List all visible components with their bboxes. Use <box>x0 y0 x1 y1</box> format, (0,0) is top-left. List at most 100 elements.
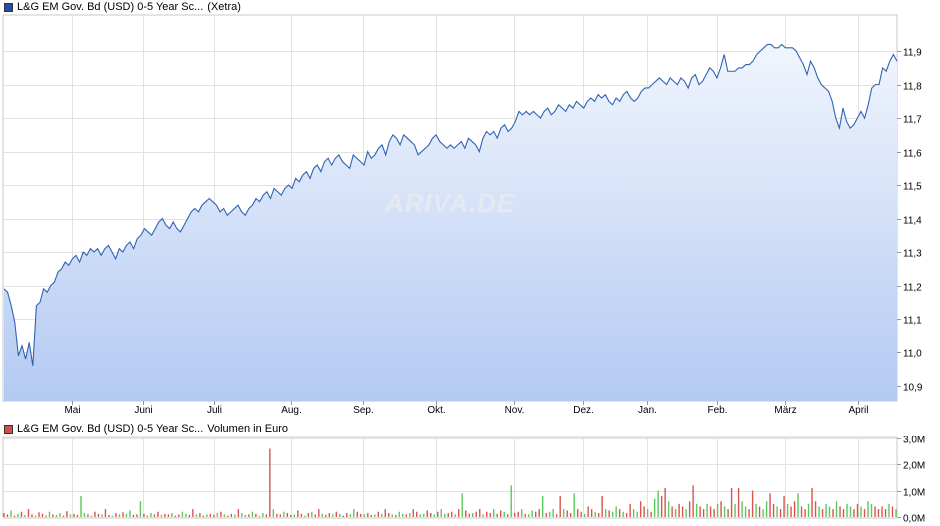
volume-bar <box>244 514 247 517</box>
volume-bar <box>216 513 219 517</box>
volume-bar <box>304 515 306 517</box>
volume-bar <box>695 503 698 517</box>
volume-bar <box>279 514 282 517</box>
volume-bar <box>27 509 30 517</box>
volume-bar <box>580 511 582 517</box>
price-y-tick-label: 11,9 <box>903 48 922 59</box>
price-x-tick-label: Mai <box>64 405 80 416</box>
volume-bar <box>542 495 544 517</box>
volume-bar <box>395 514 397 517</box>
volume-bar <box>171 513 173 517</box>
volume-bar <box>514 513 516 517</box>
volume-bar <box>681 506 684 517</box>
volume-bar <box>241 513 243 517</box>
volume-bar <box>276 513 278 517</box>
volume-bar <box>489 513 491 517</box>
volume-bar <box>230 513 233 517</box>
volume-bar <box>143 513 145 517</box>
volume-bar <box>870 503 873 517</box>
volume-bar <box>73 513 75 517</box>
volume-bar <box>562 509 565 517</box>
volume-bar <box>632 509 635 517</box>
volume-bar <box>402 513 404 517</box>
volume-bar <box>748 509 750 517</box>
volume-bar <box>804 509 806 517</box>
volume-bar <box>555 514 558 517</box>
volume-legend-instrument: L&G EM Gov. Bd (USD) 0-5 Year Sc... <box>17 423 204 435</box>
volume-bar <box>891 506 894 517</box>
price-line <box>3 43 898 366</box>
volume-legend-label: Volumen in Euro <box>207 423 288 435</box>
volume-bar <box>625 513 628 517</box>
volume-bar <box>311 511 313 517</box>
volume-bar <box>590 509 593 517</box>
volume-bar <box>129 510 131 517</box>
volume-bar <box>87 514 89 517</box>
volume-bar <box>13 515 16 517</box>
volume-bar <box>377 511 379 517</box>
volume-bar <box>461 493 463 517</box>
volume-bar <box>346 513 348 517</box>
volume-bar <box>811 488 813 517</box>
volume-bar <box>496 513 498 517</box>
volume-bar <box>370 514 372 517</box>
volume-bar <box>535 511 537 517</box>
volume-bar <box>76 514 79 517</box>
price-x-tick-label: Nov. <box>505 405 525 416</box>
volume-bar <box>223 514 226 517</box>
volume-bar <box>500 510 502 517</box>
volume-bar <box>867 501 869 517</box>
volume-bar <box>80 495 82 517</box>
price-y-tick-label: 11,6 <box>903 149 922 160</box>
volume-bar <box>426 510 428 517</box>
volume-bar <box>678 503 680 517</box>
volume-bar <box>195 514 198 517</box>
volume-bar <box>10 510 12 517</box>
volume-bar <box>888 503 890 517</box>
price-y-tick-label: 11,4 <box>903 216 922 227</box>
volume-bar <box>202 515 205 517</box>
volume-bar <box>611 511 614 517</box>
volume-bar <box>849 506 852 517</box>
volume-bar <box>132 514 135 517</box>
volume-bar <box>412 509 414 517</box>
volume-bar <box>251 511 254 517</box>
volume-bar <box>772 503 775 517</box>
volume-gridlines <box>3 437 897 518</box>
volume-bar <box>807 503 810 517</box>
price-x-tick-label: März <box>774 405 796 416</box>
volume-bar <box>734 503 736 517</box>
volume-bar <box>779 509 782 517</box>
watermark: ARIVA.DE <box>384 188 515 218</box>
volume-bar <box>52 514 54 517</box>
price-y-tick-label: 11,8 <box>903 82 922 93</box>
volume-bar <box>548 511 551 517</box>
volume-bar <box>234 514 236 517</box>
volume-bar <box>783 495 785 517</box>
price-x-tick-label: Jan. <box>638 405 657 416</box>
volume-y-axis: 3,0M 2,0M 1,0M 0,0M <box>897 436 925 525</box>
volume-bar <box>699 506 701 517</box>
volume-bar <box>667 501 670 517</box>
price-legend: L&G EM Gov. Bd (USD) 0-5 Year Sc... (Xet… <box>4 1 241 13</box>
volume-bar <box>881 506 883 517</box>
volume-bar <box>758 506 761 517</box>
volume-bar <box>433 514 435 517</box>
volume-bar <box>325 514 327 517</box>
volume-bar <box>20 511 23 517</box>
volume-bar <box>272 509 275 517</box>
volume-bar <box>503 511 505 517</box>
volume-bar <box>381 513 383 517</box>
volume-bar <box>832 509 834 517</box>
volume-bar <box>510 485 512 517</box>
price-y-tick-label: 11,2 <box>903 283 922 294</box>
volume-bar <box>790 506 792 517</box>
volume-bar <box>569 513 572 517</box>
volume-bar <box>629 503 631 517</box>
volume-bar <box>842 509 845 517</box>
volume-bar <box>671 506 673 517</box>
volume-bar <box>122 512 124 517</box>
volume-bar <box>800 506 803 517</box>
volume-bar <box>437 511 439 517</box>
volume-bar <box>479 509 481 517</box>
